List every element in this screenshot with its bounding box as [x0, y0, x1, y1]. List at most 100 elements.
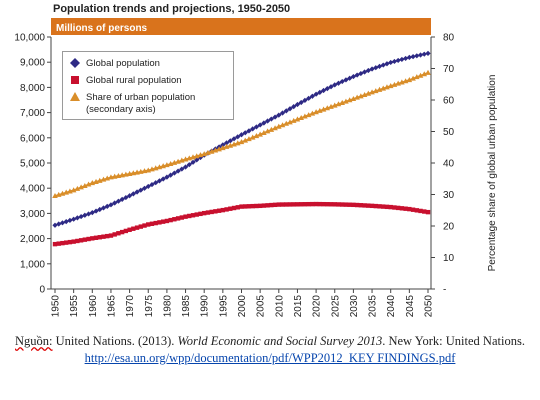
rural-population-point: [224, 207, 229, 212]
square-series-line: [54, 203, 429, 245]
global-population-point: [347, 75, 353, 81]
urban-share-point: [354, 94, 360, 100]
global-population-point: [168, 172, 174, 178]
rural-population-point: [265, 203, 270, 208]
y2-tick-label: 70: [443, 64, 455, 75]
global-population-point: [160, 176, 166, 182]
rural-population-point: [351, 202, 356, 208]
urban-share-point: [410, 75, 416, 81]
rural-population-point: [157, 220, 162, 225]
rural-population-point: [362, 203, 367, 208]
urban-share-point: [253, 133, 260, 139]
global-population-point: [332, 82, 338, 88]
rural-population-point: [358, 203, 364, 208]
rural-population-point: [250, 203, 255, 209]
global-population-point: [141, 185, 148, 191]
global-population-point: [294, 101, 301, 108]
global-population-point: [130, 191, 136, 197]
global-population-point: [365, 67, 371, 74]
rural-population-point: [134, 225, 140, 230]
rural-population-point: [407, 206, 412, 212]
global-population-point: [182, 164, 189, 170]
rural-population-point: [123, 228, 129, 234]
rural-population-point: [202, 210, 207, 216]
rural-population-point: [269, 202, 274, 208]
y-tick-label: 0: [39, 285, 45, 296]
urban-share-point: [305, 112, 312, 118]
legend-label-urban: Share of urban population (secondary axi…: [86, 92, 195, 116]
rural-population-point: [183, 214, 188, 219]
diamond-marker-icon: [69, 58, 81, 72]
global-population-point: [227, 138, 233, 144]
global-population-point: [358, 70, 364, 77]
rural-population-point: [291, 202, 296, 207]
global-population-point: [108, 202, 114, 208]
global-population-point: [384, 61, 390, 67]
global-population-point: [328, 84, 334, 90]
rural-population-point: [179, 215, 185, 220]
x-tick-label: 2005: [256, 295, 267, 318]
rural-population-point: [101, 234, 106, 239]
rural-population-point: [153, 220, 158, 226]
x-tick-label: 1985: [181, 295, 192, 318]
rural-population-point: [82, 237, 88, 242]
population-chart: 0 1,000 2,000 3,000 4,000 5,000 6,000 7,000 8,00…: [14, 33, 498, 318]
source-link[interactable]: http://esa.un.org/wpp/documentation/pdf/…: [84, 351, 456, 365]
urban-share-point: [320, 106, 327, 112]
global-population-point: [339, 78, 345, 85]
rural-population-point: [228, 206, 233, 211]
rural-population-point: [261, 203, 267, 208]
rural-population-point: [119, 229, 125, 235]
source-publication: World Economic and Social Survey 2013: [177, 334, 383, 348]
global-population-point: [156, 178, 163, 184]
source-text-2: . New York: United Nations.: [382, 334, 525, 348]
global-population-point: [149, 181, 155, 188]
global-population-point: [276, 112, 282, 118]
urban-share-point: [70, 187, 77, 193]
urban-share-point: [421, 71, 428, 77]
global-population-point: [317, 89, 323, 95]
global-population-point: [112, 200, 118, 206]
y-tick-label: 2,000: [20, 234, 45, 245]
urban-share-point: [257, 131, 263, 137]
rural-population-point: [71, 239, 76, 244]
global-population-point: [425, 50, 431, 56]
urban-share-point: [358, 93, 364, 99]
source-label: Nguồn:: [15, 334, 53, 348]
global-population-point: [119, 196, 125, 202]
rural-population-point: [414, 208, 420, 213]
urban-share-point: [331, 102, 338, 108]
legend-item-urban: Share of urban population (secondary axi…: [69, 92, 195, 116]
x-tick-label: 2010: [274, 295, 285, 318]
x-tick-label: 2015: [293, 295, 304, 318]
x-tick-label: 2050: [424, 295, 435, 318]
legend-label-global: Global population: [86, 58, 160, 69]
x-tick-label: 2045: [405, 295, 416, 318]
y-tick-label: 9,000: [20, 58, 45, 69]
y2-tick-label: 30: [443, 190, 455, 201]
urban-share-point: [365, 90, 372, 96]
rural-population-point: [52, 241, 58, 247]
y2-tick-label: 10: [443, 253, 455, 264]
rural-population-point: [190, 213, 196, 218]
legend-label-urban-line2: (secondary axis): [86, 104, 156, 115]
global-population-point: [115, 198, 122, 204]
y-tick-label: 5,000: [20, 159, 45, 170]
rural-population-point: [306, 201, 311, 207]
rural-population-point: [67, 239, 73, 245]
rural-population-point: [243, 204, 248, 209]
y-tick-label: 7,000: [20, 108, 45, 119]
global-population-point: [373, 65, 379, 71]
global-population-point: [123, 194, 129, 201]
rural-population-point: [399, 206, 405, 211]
global-population-point: [127, 193, 133, 199]
global-population-point: [399, 56, 405, 63]
rural-population-point: [295, 202, 300, 207]
urban-share-point: [268, 126, 275, 132]
y2-axis-label: Percentage share of global urban populat…: [487, 75, 498, 272]
y-tick-label: 1,000: [20, 259, 45, 270]
rural-population-point: [86, 236, 91, 242]
global-population-point: [175, 168, 181, 174]
legend-item-global: Global population: [69, 58, 160, 72]
urban-share-point: [406, 77, 413, 83]
